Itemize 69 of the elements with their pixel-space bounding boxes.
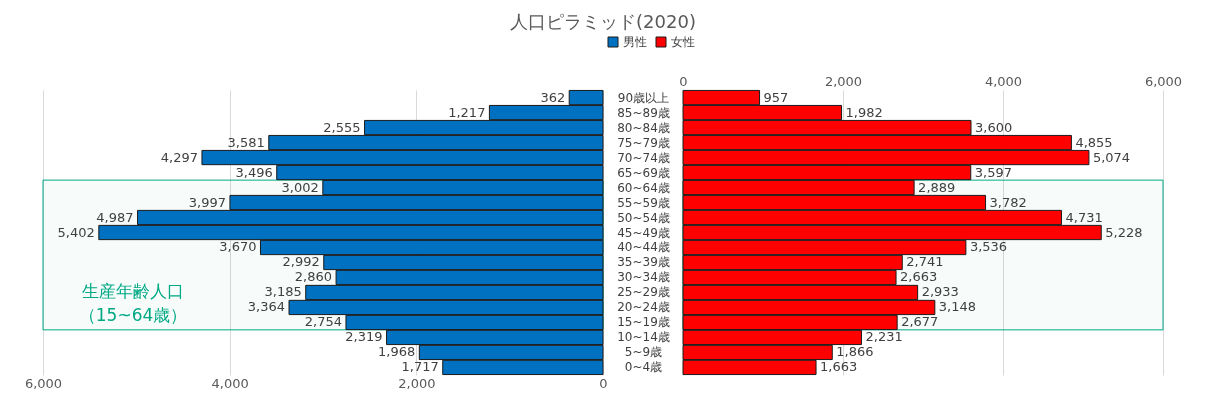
data-label: 2,860 (294, 269, 333, 285)
data-label: 1,968 (378, 344, 416, 360)
x-tick-label: 0 (679, 73, 688, 89)
data-label: 362 (540, 89, 566, 105)
y-tick-label: 25~29歳 (617, 285, 670, 300)
y-tick-label: 65~69歳 (617, 165, 670, 180)
data-label: 3,536 (969, 239, 1008, 255)
y-tick-label: 50~54歳 (617, 210, 670, 225)
y-tick-label: 15~19歳 (617, 315, 670, 330)
y-tick-label: 35~39歳 (617, 255, 670, 270)
data-label: 3,997 (188, 194, 226, 210)
data-label: 4,987 (96, 209, 134, 225)
y-tick-label: 40~44歳 (617, 240, 670, 255)
y-tick-label: 0~4歳 (624, 360, 663, 375)
y-tick-label: 80~84歳 (617, 120, 670, 135)
data-label: 1,217 (448, 104, 486, 120)
data-label: 2,319 (345, 329, 383, 345)
x-tick-label: 6,000 (24, 375, 63, 391)
data-label: 3,581 (227, 134, 265, 150)
data-label: 5,074 (1092, 149, 1131, 165)
data-label: 4,731 (1065, 209, 1103, 225)
data-label: 2,663 (900, 269, 938, 285)
band-label: 生産年齢人口（15~64歳） (78, 281, 188, 326)
data-label: 5,228 (1105, 224, 1143, 240)
data-label: 4,855 (1075, 134, 1113, 150)
data-label: 2,933 (921, 284, 959, 300)
data-label: 3,782 (989, 194, 1027, 210)
data-label: 3,002 (281, 179, 319, 195)
y-tick-label: 90歳以上 (617, 90, 670, 105)
data-label: 3,364 (247, 299, 286, 315)
data-label: 4,297 (160, 149, 198, 165)
chart-title: 人口ピラミッド(2020) (510, 11, 696, 32)
y-tick-label: 60~64歳 (617, 180, 670, 195)
data-label: 3,597 (974, 164, 1012, 180)
data-label: 2,992 (282, 254, 320, 270)
data-label: 957 (763, 89, 789, 105)
x-tick-label: 0 (599, 375, 608, 391)
data-label: 3,496 (235, 164, 273, 180)
data-label: 2,754 (304, 314, 342, 330)
y-tick-label: 70~74歳 (617, 150, 670, 165)
x-tick-label: 4,000 (211, 375, 249, 391)
data-label: 1,982 (845, 104, 883, 120)
x-tick-label: 2,000 (398, 375, 436, 391)
data-label: 3,670 (219, 239, 257, 255)
data-label: 2,889 (918, 179, 956, 195)
data-label: 3,185 (264, 284, 302, 300)
data-label: 1,663 (820, 359, 858, 375)
data-label: 1,866 (836, 344, 874, 360)
data-label: 5,402 (57, 224, 95, 240)
y-tick-label: 45~49歳 (617, 225, 670, 240)
x-tick-label: 2,000 (824, 73, 863, 89)
x-tick-label: 4,000 (984, 73, 1023, 89)
data-label: 2,231 (865, 329, 903, 345)
y-tick-label: 30~34歳 (617, 270, 670, 285)
x-tick-label: 6,000 (1144, 73, 1183, 89)
data-label: 1,717 (401, 359, 439, 375)
y-tick-label: 20~24歳 (617, 300, 670, 315)
y-tick-label: 75~79歳 (617, 135, 670, 150)
y-tick-label: 5~9歳 (624, 345, 663, 360)
data-label: 2,555 (323, 119, 361, 135)
data-label: 3,600 (975, 119, 1013, 135)
data-label: 2,677 (901, 314, 939, 330)
legend-label: 男性 (623, 35, 647, 49)
y-tick-label: 10~14歳 (617, 330, 670, 345)
y-tick-label: 55~59歳 (617, 195, 670, 210)
y-tick-label: 85~89歳 (617, 105, 670, 120)
data-label: 3,148 (938, 299, 977, 315)
text: 女性 (671, 35, 695, 49)
data-label: 2,741 (906, 254, 944, 270)
